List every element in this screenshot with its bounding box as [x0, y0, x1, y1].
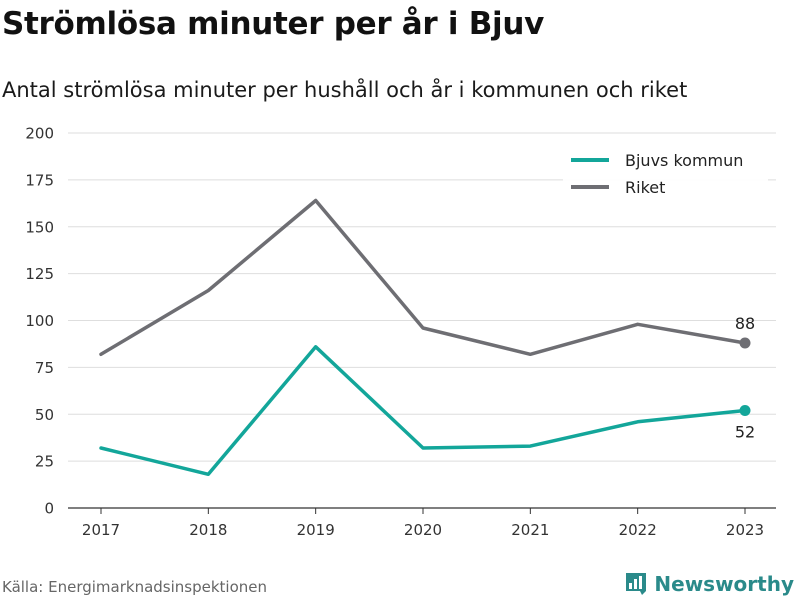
series-line: [99, 345, 747, 477]
data-label: 52: [735, 423, 755, 442]
y-tick-label: 175: [25, 171, 54, 189]
x-tick-label: 2018: [189, 521, 227, 539]
y-tick-label: 0: [44, 500, 54, 518]
y-tick-label: 50: [35, 406, 54, 424]
x-tick-label: 2023: [726, 521, 764, 539]
data-label: 88: [735, 314, 755, 333]
chart-subtitle: Antal strömlösa minuter per hushåll och …: [2, 78, 688, 102]
series-end-point: [739, 405, 751, 416]
x-tick-label: 2022: [619, 521, 657, 539]
y-tick-label: 75: [35, 359, 54, 377]
legend-label: Riket: [625, 178, 665, 197]
x-tick-label: 2020: [404, 521, 442, 539]
y-tick-label: 200: [25, 125, 54, 143]
legend-label: Bjuvs kommun: [625, 151, 743, 170]
newsworthy-logo-icon: [626, 573, 647, 595]
x-tick-label: 2021: [511, 521, 549, 539]
x-tick-label: 2019: [297, 521, 335, 539]
y-tick-label: 100: [25, 312, 54, 330]
y-tick-label: 150: [25, 218, 54, 236]
brand-name: Newsworthy: [654, 572, 794, 596]
y-tick-label: 25: [35, 453, 54, 471]
chart-title: Strömlösa minuter per år i Bjuv: [2, 6, 545, 42]
legend-box: [563, 146, 768, 208]
series-line: [99, 198, 747, 357]
y-tick-label: 125: [25, 265, 54, 283]
brand-logo: Newsworthy: [624, 569, 794, 599]
source-note: Källa: Energimarknadsinspektionen: [2, 578, 268, 596]
x-tick-label: 2017: [82, 521, 120, 539]
series-end-point: [739, 337, 751, 349]
